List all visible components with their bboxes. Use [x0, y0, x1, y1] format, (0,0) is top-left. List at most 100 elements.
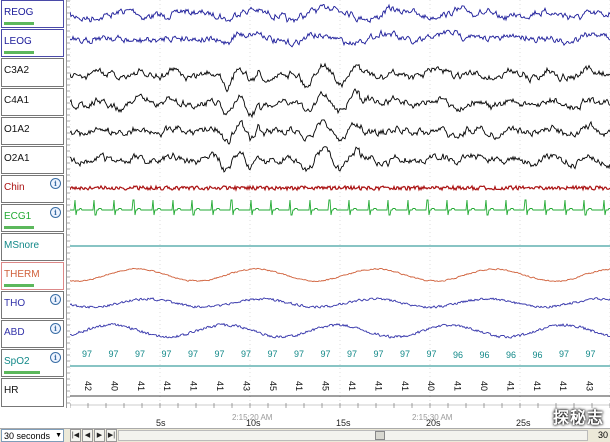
channel-label-abd[interactable]: ABD i: [1, 320, 64, 348]
hr-value: 41: [294, 381, 304, 391]
spo2-value: 96: [533, 350, 543, 360]
spo2-value: 96: [453, 350, 463, 360]
spo2-value: 96: [480, 350, 490, 360]
spo2-value: 96: [506, 350, 516, 360]
channel-label-spo2[interactable]: SpO2 i: [1, 349, 64, 377]
previous-page-icon: ◀: [84, 432, 91, 439]
hr-value: 41: [189, 381, 199, 391]
channel-name: ECG1: [4, 211, 32, 222]
spo2-value: 97: [294, 349, 304, 359]
info-icon[interactable]: i: [50, 294, 61, 305]
trace-abd: [70, 322, 610, 339]
hr-value: 45: [321, 381, 331, 391]
navigation-bar: 30 seconds ▼ |◀ ◀ ▶ ▶| 30: [0, 428, 610, 442]
channel-label-o1a2[interactable]: O1A2: [1, 117, 64, 145]
info-icon[interactable]: i: [50, 178, 61, 189]
signal-gain-bar: [4, 284, 34, 287]
spo2-value: 97: [215, 349, 225, 359]
channel-label-c3a2[interactable]: C3A2: [1, 58, 64, 87]
seconds-label: 5s: [156, 418, 166, 428]
last-page-button[interactable]: ▶|: [106, 429, 117, 442]
channel-name: MSnore: [4, 240, 40, 251]
column-divider: [66, 0, 67, 408]
channel-label-leog[interactable]: LEOG: [1, 29, 64, 57]
trace-ecg1: [70, 199, 610, 216]
hr-value: 42: [83, 381, 93, 391]
spo2-value: 97: [400, 349, 410, 359]
hr-value: 41: [215, 381, 225, 391]
channel-name: ABD: [4, 327, 25, 338]
trace-c3a2: [70, 62, 610, 93]
channel-name: C3A2: [4, 65, 30, 76]
scrollbar-thumb[interactable]: [375, 431, 385, 440]
channel-name: THERM: [4, 269, 40, 280]
spo2-value: 97: [374, 349, 384, 359]
hr-value: 41: [558, 381, 568, 391]
epoch-length-select[interactable]: 30 seconds ▼: [1, 429, 64, 442]
channel-label-msnore[interactable]: MSnore: [1, 233, 64, 261]
channel-name: Chin: [4, 182, 25, 193]
info-icon[interactable]: i: [50, 323, 61, 334]
channel-label-hr[interactable]: HR: [1, 378, 64, 407]
hr-value: 41: [505, 381, 515, 391]
channel-name: O2A1: [4, 153, 30, 164]
channel-name: C4A1: [4, 95, 30, 106]
channel-name: THO: [4, 298, 26, 309]
seconds-label: 15s: [336, 418, 351, 428]
channel-name: O1A2: [4, 124, 30, 135]
clock-time-label: 2:15:20 AM: [232, 413, 273, 422]
channel-label-c4a1[interactable]: C4A1: [1, 88, 64, 116]
hr-value: 41: [532, 381, 542, 391]
trace-reog: [70, 3, 610, 24]
hr-value: 45: [268, 381, 278, 391]
hr-value: 41: [373, 381, 383, 391]
hr-value: 41: [162, 381, 172, 391]
trace-o1a2: [70, 119, 610, 145]
previous-page-button[interactable]: ◀: [82, 429, 93, 442]
trace-o2a1: [70, 146, 610, 173]
next-page-button[interactable]: ▶: [94, 429, 105, 442]
trace-c4a1: [70, 88, 610, 119]
signal-gain-bar: [4, 371, 40, 374]
spo2-value: 97: [321, 349, 331, 359]
hr-value: 41: [400, 381, 410, 391]
signal-gain-bar: [4, 51, 34, 54]
spo2-value: 97: [109, 349, 119, 359]
channel-name: HR: [4, 385, 19, 396]
hr-value: 43: [585, 381, 595, 391]
first-page-button[interactable]: |◀: [70, 429, 81, 442]
spo2-value: 97: [241, 349, 251, 359]
spo2-value: 97: [586, 349, 596, 359]
info-icon[interactable]: i: [50, 207, 61, 218]
time-scrollbar[interactable]: [118, 430, 588, 441]
last-page-icon: ▶|: [107, 432, 116, 439]
epoch-length-value: 30 seconds: [4, 431, 51, 441]
signal-gain-bar: [4, 22, 34, 25]
trace-tho: [70, 297, 610, 309]
watermark-logo: 探秘志: [552, 408, 604, 427]
clock-time-label: 2:15:30 AM: [412, 413, 453, 422]
spo2-value: 97: [188, 349, 198, 359]
channel-label-o2a1[interactable]: O2A1: [1, 146, 64, 174]
trace-therm: [70, 267, 610, 283]
spo2-value: 97: [162, 349, 172, 359]
info-icon[interactable]: i: [50, 352, 61, 363]
hr-value: 41: [136, 381, 146, 391]
trace-chin: [70, 184, 610, 192]
channel-label-column: REOG LEOG C3A2 C4A1 O1A2 O2A1 Chin i ECG1 i MSnore…: [0, 0, 66, 408]
signal-trace-panel: 97 97 97 97 97 97 97 97 97 97 97 97 97 97 96 96 96 96 97 97…: [70, 0, 610, 408]
hr-value: 40: [109, 381, 119, 391]
hr-value: 40: [426, 381, 436, 391]
channel-label-ecg1[interactable]: ECG1 i: [1, 204, 64, 232]
trace-leog: [70, 29, 610, 48]
spo2-value: 97: [427, 349, 437, 359]
splitter-handle[interactable]: [67, 0, 70, 408]
channel-label-tho[interactable]: THO i: [1, 291, 64, 319]
chevron-down-icon[interactable]: ▼: [55, 432, 62, 439]
channel-label-chin[interactable]: Chin i: [1, 175, 64, 203]
channel-label-reog[interactable]: REOG: [1, 0, 64, 28]
spo2-value: 97: [559, 349, 569, 359]
signal-gain-bar: [4, 226, 34, 229]
channel-label-therm[interactable]: THERM: [1, 262, 64, 290]
